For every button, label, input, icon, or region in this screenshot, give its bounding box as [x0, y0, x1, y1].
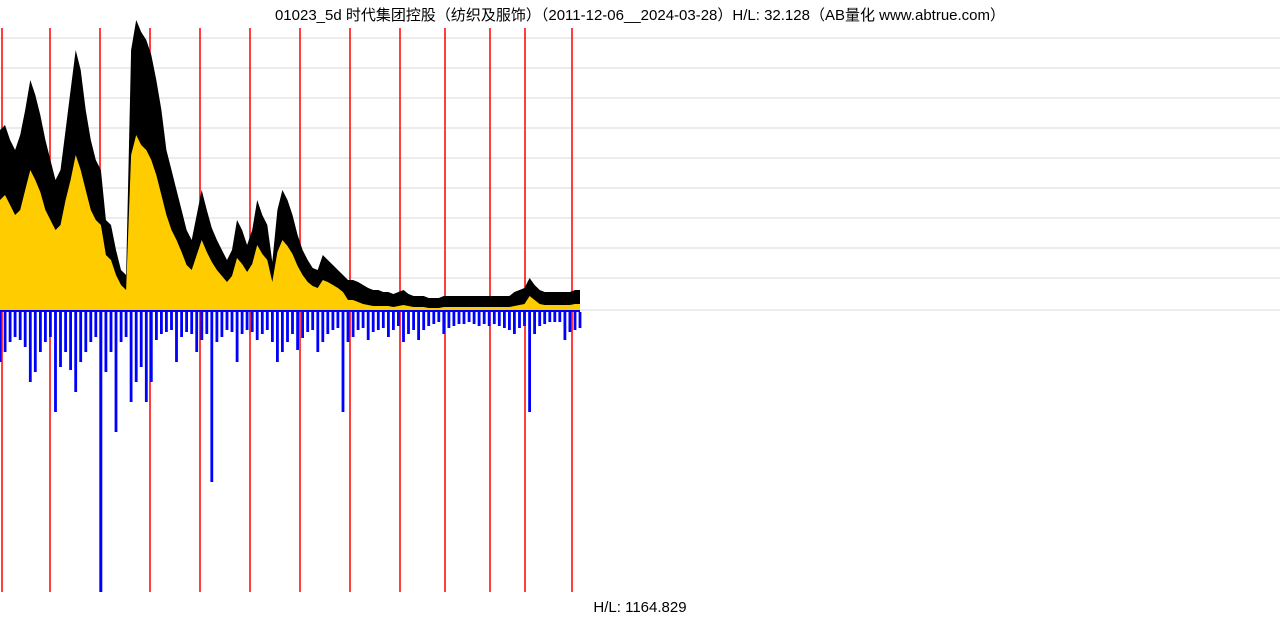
- chart-plot-area: [0, 0, 1280, 620]
- stock-chart: 01023_5d 时代集团控股（纺织及服饰）（2011-12-06__2024-…: [0, 0, 1280, 620]
- chart-footer: H/L: 1164.829: [0, 599, 1280, 616]
